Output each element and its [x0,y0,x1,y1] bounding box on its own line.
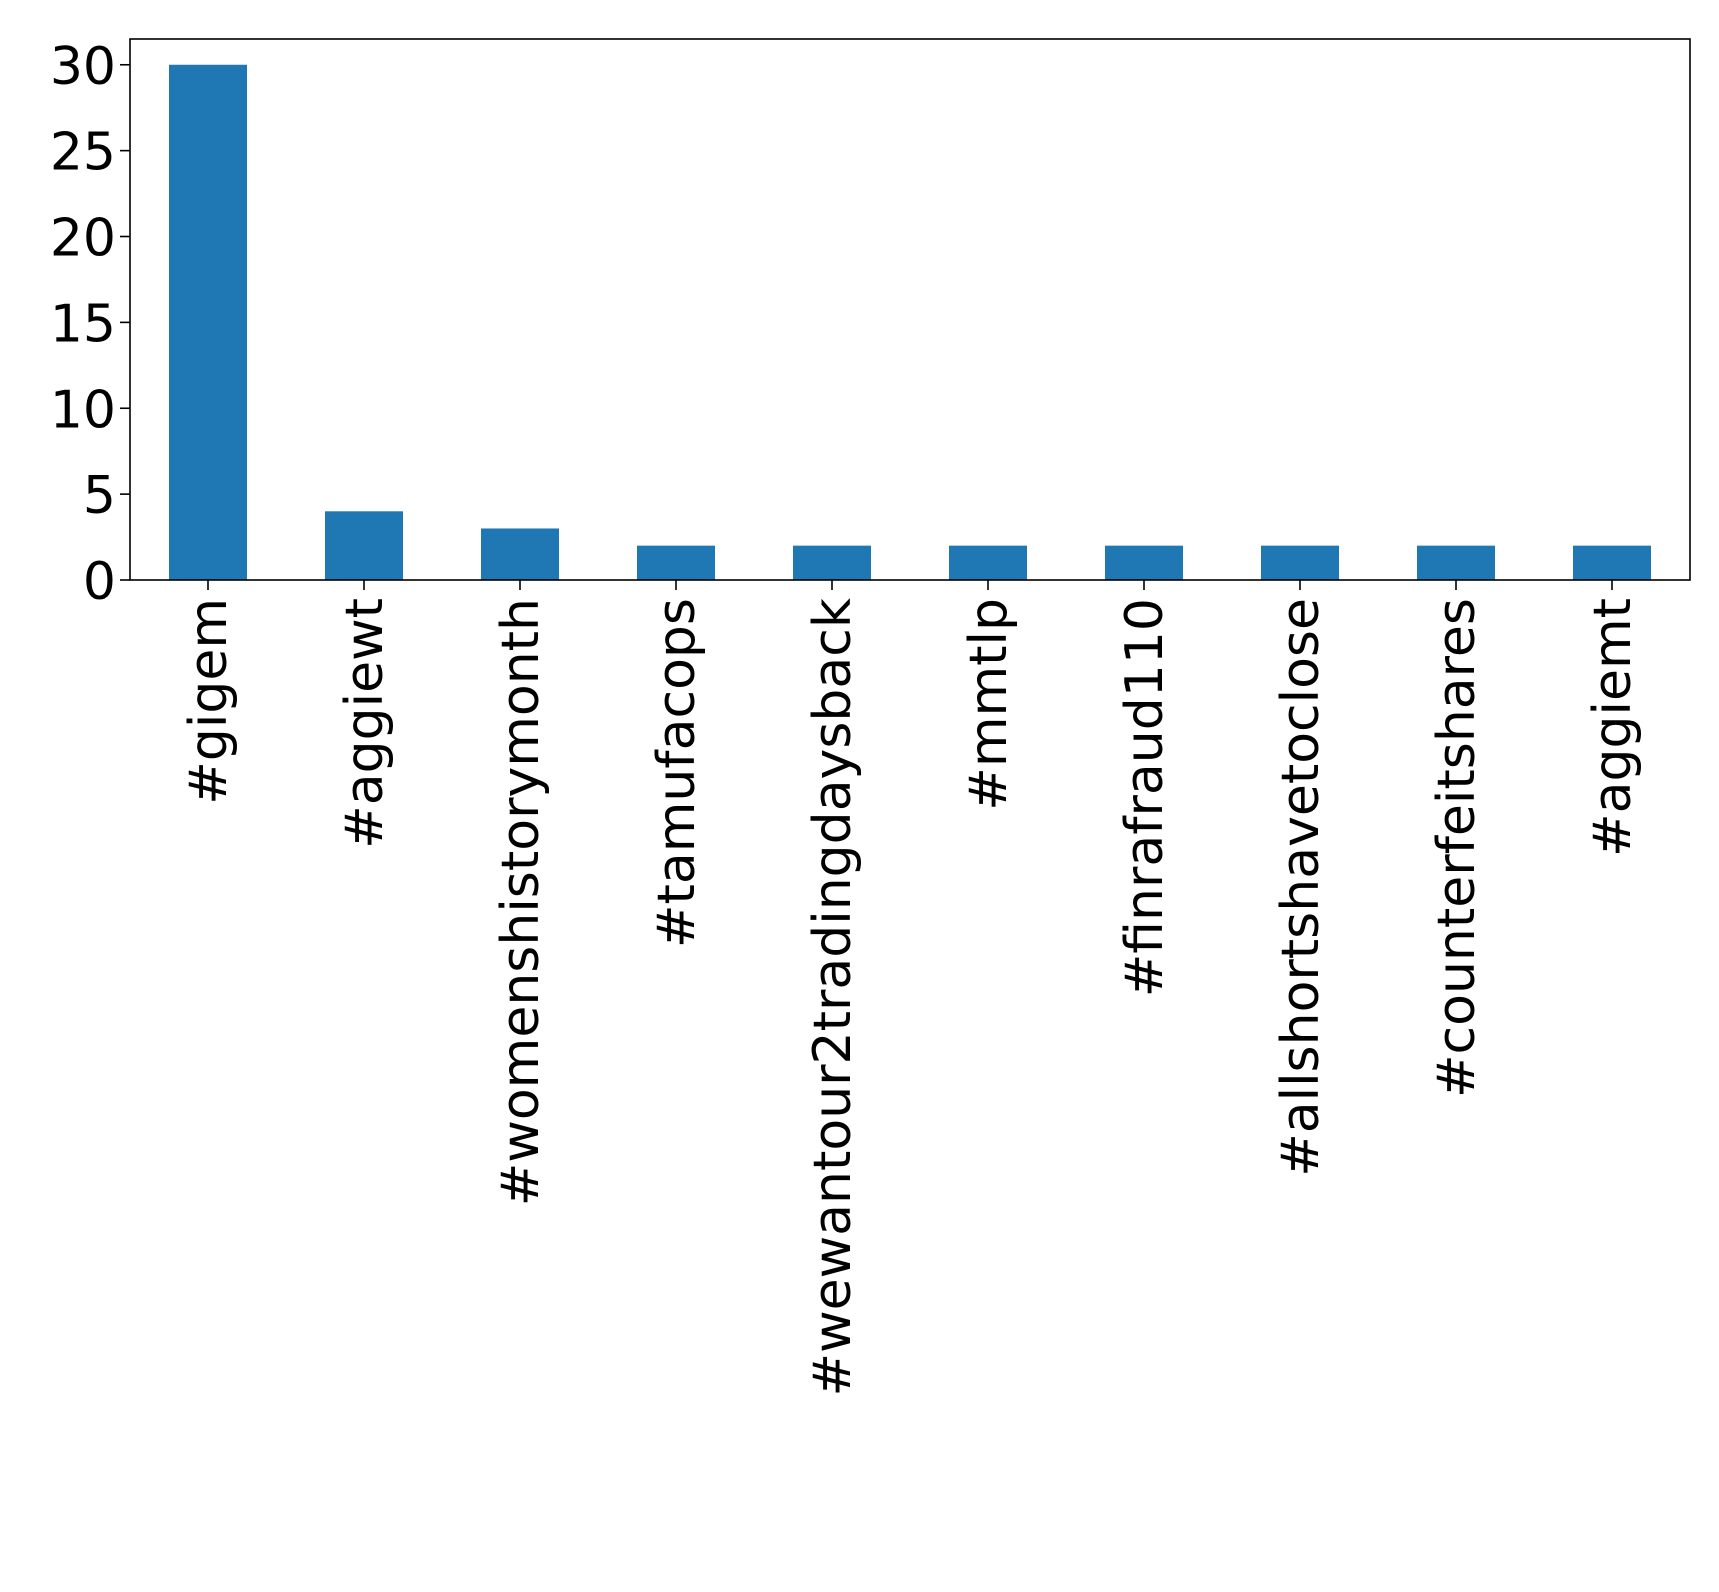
x-tick-label: #mmtlp [959,598,1019,811]
y-tick-label: 25 [50,123,116,183]
bar-counterfeitshares [1417,545,1495,580]
x-tick-label: #allshortshavetoclose [1271,598,1331,1177]
bar-finrafraud110 [1105,545,1183,580]
bar-allshortshavetoclose [1261,545,1339,580]
y-tick-label: 20 [50,209,116,269]
bar-womenshistorymonth [481,528,559,580]
y-tick-label: 30 [50,37,116,97]
bars-layer [169,64,1651,580]
bar-aggiewt [325,511,403,580]
bar-mmtlp [949,545,1027,580]
x-tick-label: #tamufacops [647,598,707,948]
bar-tamufacops [637,545,715,580]
plot-frame [129,38,1691,581]
y-tick-label: 5 [83,466,116,526]
bar-wewantour2tradingdaysback [793,545,871,580]
y-tick-label: 0 [83,552,116,612]
y-tick-label: 15 [50,294,116,354]
x-axis: #gigem #aggiewt #womenshistorymonth #tamufa… [179,580,1643,1396]
y-tick-label: 10 [50,380,116,440]
x-tick-label: #aggiemt [1583,598,1643,857]
x-tick-label: #gigem [179,598,239,805]
x-tick-label: #womenshistorymonth [491,598,551,1206]
x-tick-label: #wewantour2tradingdaysback [803,598,863,1396]
bar-gigem [169,64,247,580]
x-tick-label: #finrafraud110 [1115,598,1175,997]
y-axis: 0 5 10 15 20 25 30 [50,37,130,612]
x-tick-label: #counterfeitshares [1427,598,1487,1098]
x-tick-label: #aggiewt [335,598,395,849]
bar-aggiemt [1573,545,1651,580]
